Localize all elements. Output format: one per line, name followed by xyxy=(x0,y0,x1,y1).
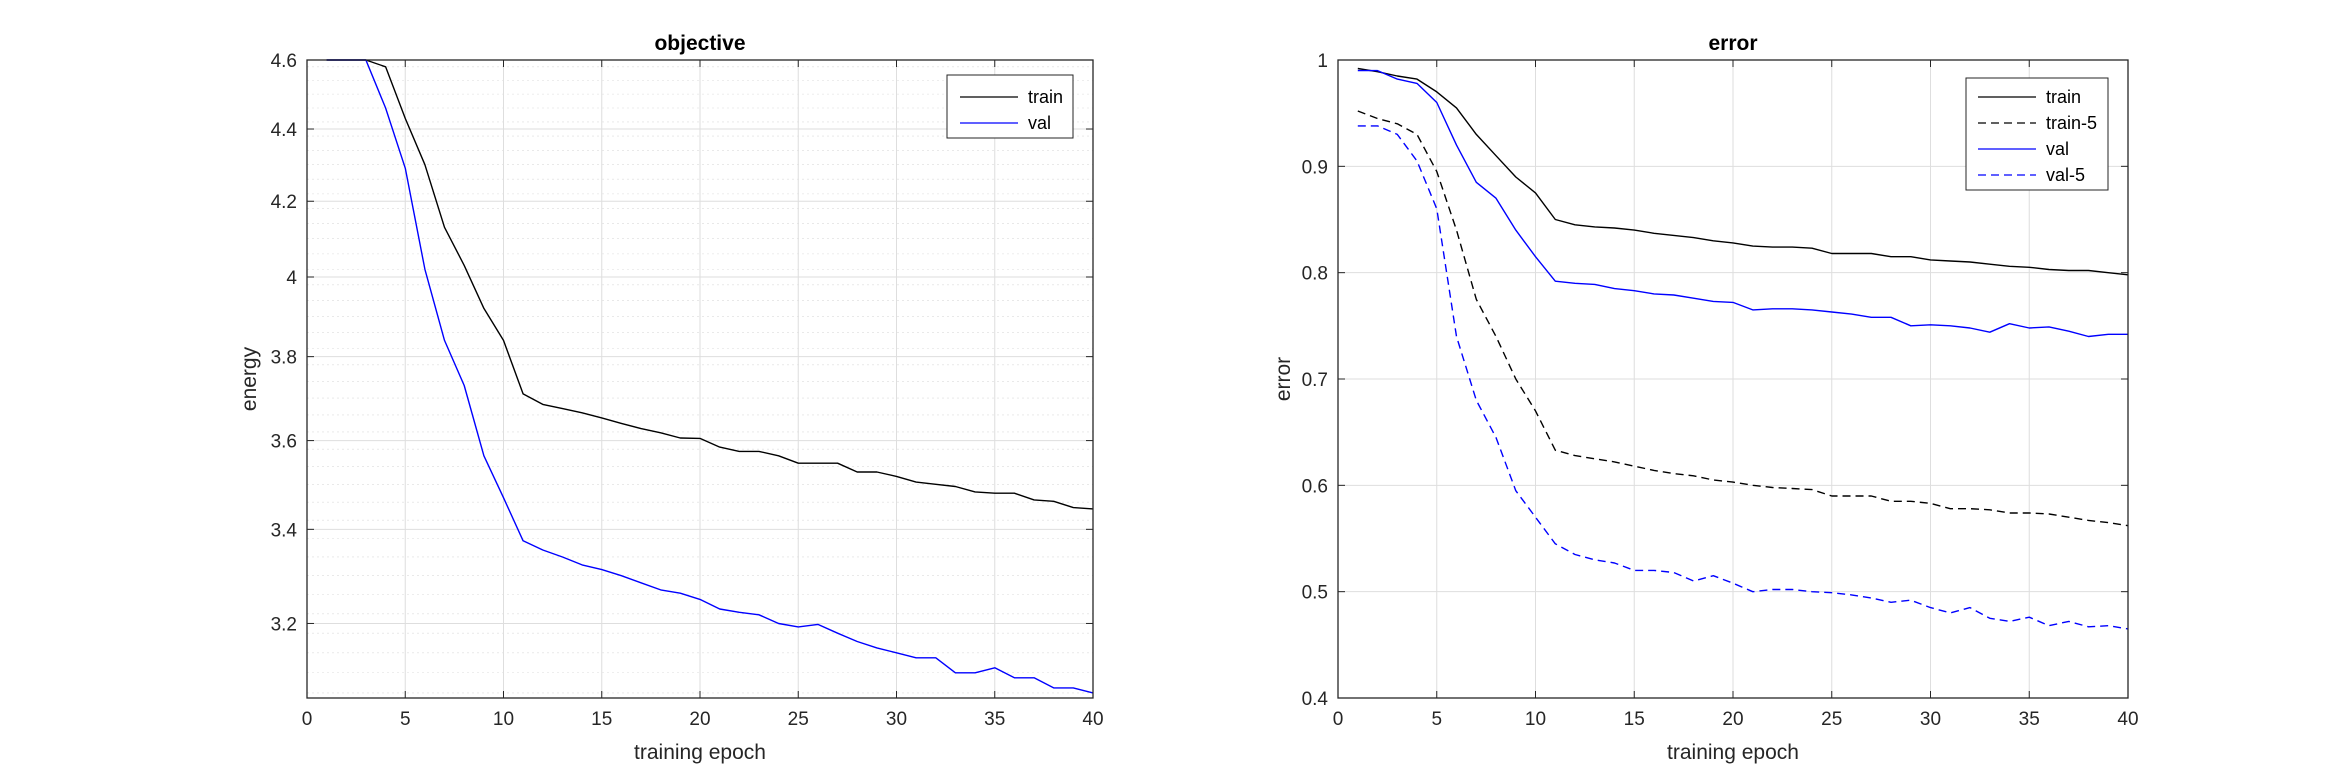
objective-y-tick-label: 4.6 xyxy=(271,51,297,72)
error-x-tick-label: 35 xyxy=(2019,709,2040,730)
error-x-tick-label: 30 xyxy=(1920,709,1941,730)
objective-x-tick-label: 35 xyxy=(984,709,1005,730)
error-x-tick-label: 5 xyxy=(1431,709,1442,730)
error-y-tick-label: 0.6 xyxy=(1302,476,1328,497)
error-series-line-val xyxy=(1357,69,2128,338)
objective-x-tick-label: 40 xyxy=(1082,709,1103,730)
objective-chart: 0 5 10 15 20 25 30 35 40 3.2 3.4 3.6 3.8 4 4.2 4.4 4.6 o… xyxy=(238,32,1104,764)
objective-x-tick-label: 5 xyxy=(400,709,411,730)
objective-x-tick-label: 20 xyxy=(689,709,710,730)
objective-y-tick-label: 4.2 xyxy=(271,192,297,213)
objective-legend-box xyxy=(946,74,1074,139)
error-y-axis-label: error xyxy=(1272,357,1295,401)
error-legend-label-train-5: train-5 xyxy=(2046,113,2097,133)
error-chart: 0 5 10 15 20 25 30 35 40 0.4 0.5 0.6 0.7 0.8 0.9 1 erro… xyxy=(1272,32,2139,764)
objective-legend: train val xyxy=(946,74,1074,139)
objective-series-line-val xyxy=(326,59,1094,694)
objective-x-tick-label: 30 xyxy=(886,709,907,730)
error-x-tick-label: 25 xyxy=(1821,709,1842,730)
objective-title: objective xyxy=(654,32,745,55)
objective-y-tick-label: 4 xyxy=(286,268,297,289)
error-series-line-val-5 xyxy=(1357,125,2129,630)
objective-y-tick-label: 3.6 xyxy=(271,432,297,453)
error-series-line-train xyxy=(1357,67,2129,276)
error-x-axis-label: training epoch xyxy=(1667,741,1799,764)
error-ticks: 0 5 10 15 20 25 30 35 40 0.4 0.5 0.6 0.7 0.8 0.9 1 xyxy=(1302,51,2139,730)
error-x-tick-label: 0 xyxy=(1333,709,1344,730)
error-x-tick-label: 40 xyxy=(2117,709,2138,730)
error-x-tick-label: 10 xyxy=(1525,709,1546,730)
objective-y-tick-label: 4.4 xyxy=(271,120,298,141)
error-y-tick-label: 0.9 xyxy=(1302,157,1328,178)
objective-series-line-train xyxy=(326,59,1094,510)
error-series xyxy=(1357,67,2129,630)
error-legend: train train-5 val val-5 xyxy=(1965,77,2109,191)
objective-x-tick-label: 0 xyxy=(302,709,313,730)
objective-y-axis-label: energy xyxy=(238,346,261,411)
objective-x-axis-label: training epoch xyxy=(634,741,766,764)
objective-ticks: 0 5 10 15 20 25 30 35 40 3.2 3.4 3.6 3.8 4 4.2 4.4 4.6 xyxy=(271,51,1104,730)
error-y-tick-label: 0.4 xyxy=(1302,689,1329,710)
error-y-tick-label: 0.7 xyxy=(1302,370,1328,391)
error-title: error xyxy=(1708,32,1757,55)
error-y-tick-label: 0.8 xyxy=(1302,264,1328,285)
objective-y-tick-label: 3.8 xyxy=(271,348,297,369)
objective-y-tick-label: 3.2 xyxy=(271,614,297,635)
objective-x-tick-label: 25 xyxy=(788,709,809,730)
error-x-tick-label: 20 xyxy=(1722,709,1743,730)
objective-x-tick-label: 15 xyxy=(591,709,612,730)
error-legend-box xyxy=(1965,77,2109,191)
error-legend-label-val: val xyxy=(2046,139,2069,159)
objective-x-tick-label: 10 xyxy=(493,709,514,730)
objective-y-tick-label: 3.4 xyxy=(271,520,298,541)
error-legend-label-train: train xyxy=(2046,87,2081,107)
error-series-line-train-5 xyxy=(1357,110,2129,527)
error-y-tick-label: 0.5 xyxy=(1302,583,1328,604)
objective-series xyxy=(326,59,1094,694)
error-legend-label-val-5: val-5 xyxy=(2046,165,2085,185)
error-y-tick-label: 1 xyxy=(1317,51,1328,72)
objective-legend-label-val: val xyxy=(1028,113,1051,133)
objective-legend-label-train: train xyxy=(1028,87,1063,107)
error-x-tick-label: 15 xyxy=(1624,709,1645,730)
